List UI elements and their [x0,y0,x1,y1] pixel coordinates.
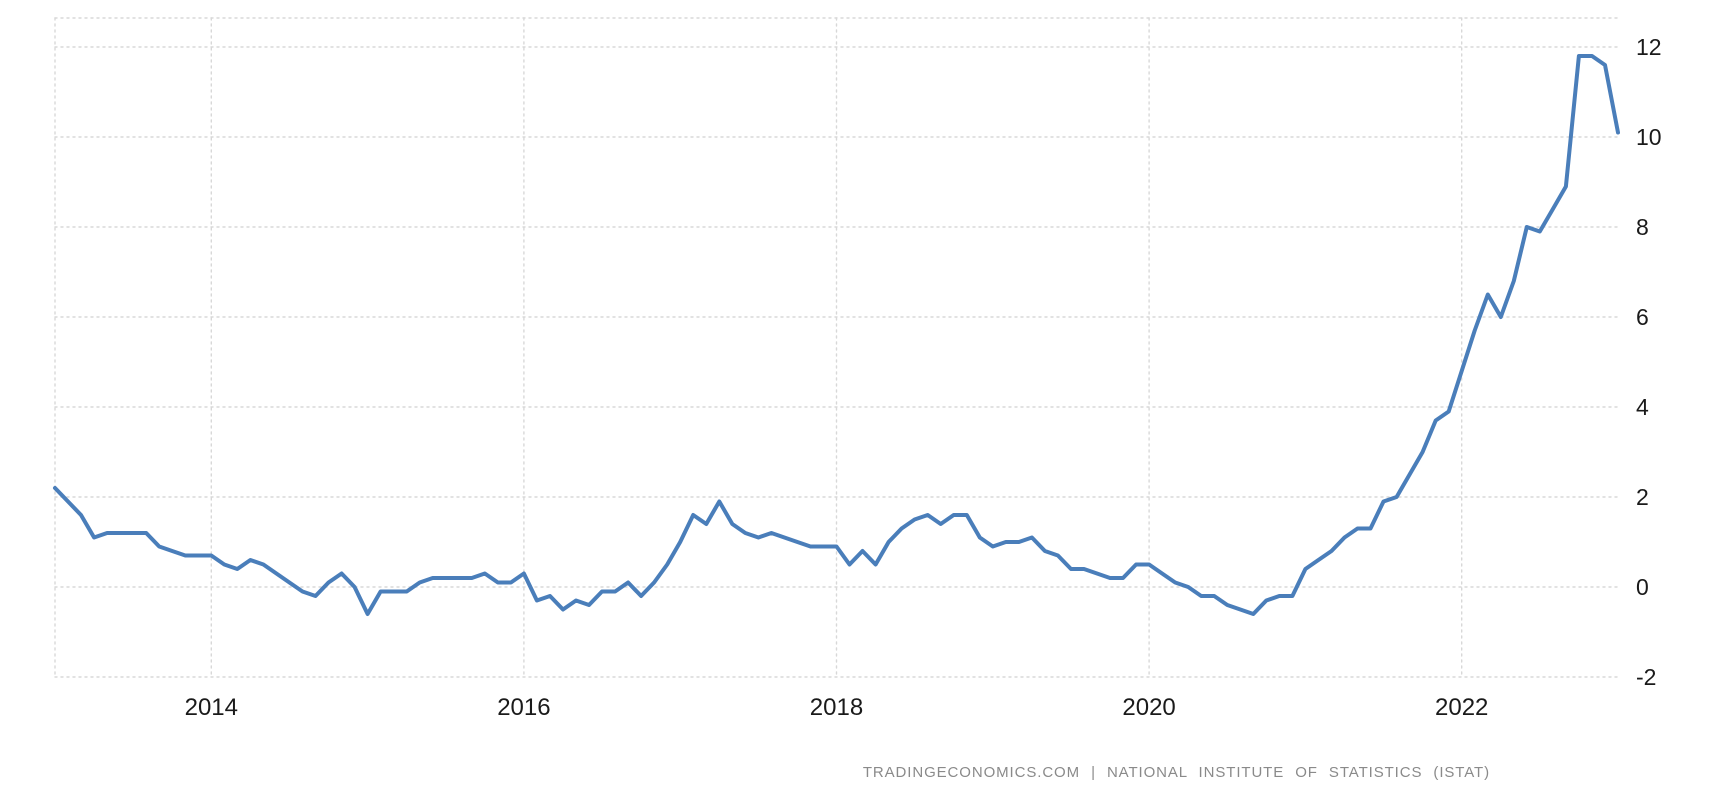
svg-text:2022: 2022 [1435,694,1488,721]
svg-text:12: 12 [1636,34,1662,60]
svg-text:2020: 2020 [1122,694,1175,721]
svg-text:0: 0 [1636,574,1649,600]
inflation-line-series [53,54,1620,616]
y-axis-labels: -2 0 2 4 6 8 10 12 [1636,34,1662,690]
svg-text:10: 10 [1636,124,1662,150]
svg-text:4: 4 [1636,394,1649,420]
svg-text:8: 8 [1636,214,1649,240]
source-attribution: TRADINGECONOMICS.COM | NATIONAL INSTITUT… [862,764,1490,781]
svg-text:-2: -2 [1636,664,1656,690]
svg-text:2: 2 [1636,484,1649,510]
svg-text:2018: 2018 [810,694,863,721]
svg-text:2016: 2016 [497,694,550,721]
x-axis-labels: 2014 2016 2018 2020 2022 [185,694,1489,721]
svg-text:2014: 2014 [185,694,238,721]
gridlines [54,17,1619,678]
svg-text:6: 6 [1636,304,1649,330]
